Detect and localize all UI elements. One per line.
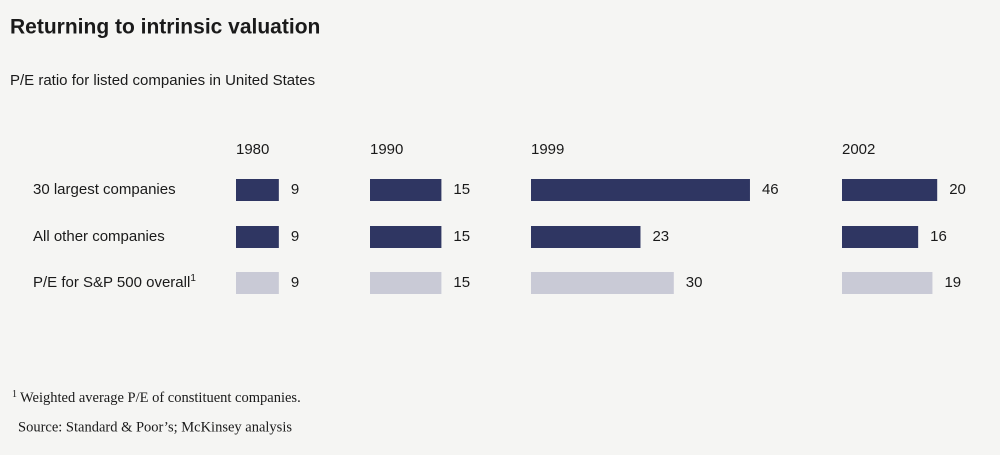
row-label: All other companies bbox=[33, 228, 165, 245]
column-header: 2002 bbox=[842, 141, 875, 158]
footnote-ref: 1 bbox=[190, 273, 196, 284]
footnote-text: Weighted average P/E of constituent comp… bbox=[20, 390, 301, 406]
value-label: 15 bbox=[453, 228, 470, 245]
bar bbox=[531, 272, 674, 294]
chart-title: Returning to intrinsic valuation bbox=[10, 16, 320, 39]
column-header: 1980 bbox=[236, 141, 269, 158]
bar bbox=[531, 179, 750, 201]
bar bbox=[842, 179, 938, 201]
value-label: 9 bbox=[291, 228, 299, 245]
value-label: 16 bbox=[930, 228, 947, 245]
value-label: 46 bbox=[762, 181, 779, 198]
value-label: 9 bbox=[291, 274, 299, 291]
bar bbox=[370, 226, 442, 248]
value-label: 15 bbox=[453, 274, 470, 291]
bar bbox=[531, 226, 641, 248]
bar bbox=[842, 226, 919, 248]
row-label-text: P/E for S&P 500 overall bbox=[33, 274, 190, 291]
value-label: 15 bbox=[453, 181, 470, 198]
bar bbox=[236, 272, 279, 294]
bar bbox=[370, 179, 442, 201]
footnote-marker: 1 bbox=[12, 389, 17, 400]
row-label-text: All other companies bbox=[33, 228, 165, 245]
value-label: 30 bbox=[686, 274, 703, 291]
value-label: 9 bbox=[291, 181, 299, 198]
column-header: 1990 bbox=[370, 141, 403, 158]
row-label-text: 30 largest companies bbox=[33, 181, 176, 198]
bar bbox=[236, 179, 279, 201]
value-label: 23 bbox=[652, 228, 669, 245]
column-header: 1999 bbox=[531, 141, 564, 158]
value-label: 20 bbox=[949, 181, 966, 198]
value-label: 19 bbox=[944, 274, 961, 291]
chart-subtitle: P/E ratio for listed companies in United… bbox=[10, 72, 315, 89]
row-label: 30 largest companies bbox=[33, 181, 176, 198]
bar bbox=[236, 226, 279, 248]
bar bbox=[842, 272, 933, 294]
bar bbox=[370, 272, 442, 294]
source: Source: Standard & Poor’s; McKinsey anal… bbox=[18, 419, 292, 435]
row-label: P/E for S&P 500 overall1 bbox=[33, 273, 196, 291]
footnote: 1 Weighted average P/E of constituent com… bbox=[12, 389, 301, 406]
